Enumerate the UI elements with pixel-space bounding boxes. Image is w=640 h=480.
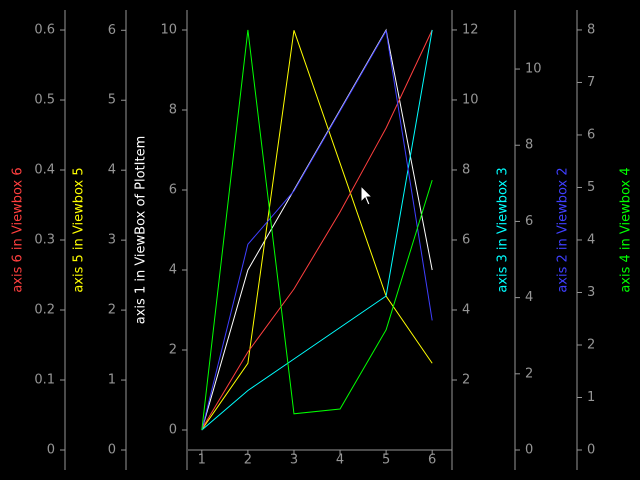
x-tick-label: 3 xyxy=(290,453,298,468)
y-tick-label: 0 xyxy=(108,443,116,458)
y-tick-label: 0.3 xyxy=(34,233,55,248)
y-tick-label: 3 xyxy=(108,233,116,248)
y-tick-label: 4 xyxy=(525,290,533,305)
y-tick-label: 0 xyxy=(587,443,595,458)
y-tick-label: 4 xyxy=(587,232,595,247)
y-tick-label: 8 xyxy=(525,138,533,153)
y-tick-label: 0 xyxy=(169,423,177,438)
x-tick-label: 1 xyxy=(198,453,206,468)
y-tick-label: 4 xyxy=(169,263,177,278)
y-tick-label: 5 xyxy=(108,93,116,108)
y-tick-label: 6 xyxy=(525,214,533,229)
y-tick-label: 0.2 xyxy=(34,303,55,318)
y-tick-label: 10 xyxy=(160,23,177,38)
y-axis-title: axis 3 in Viewbox 3 xyxy=(496,167,511,292)
y-tick-label: 7 xyxy=(587,75,595,90)
y-tick-label: 8 xyxy=(462,162,470,177)
y-axis-title: axis 1 in ViewBox of PlotItem xyxy=(134,136,149,324)
y-tick-label: 8 xyxy=(587,22,595,37)
x-tick-label: 2 xyxy=(244,453,252,468)
series-line xyxy=(201,30,433,430)
y-tick-label: 4 xyxy=(108,163,116,178)
y-tick-label: 10 xyxy=(462,92,479,107)
y-tick-label: 0.5 xyxy=(34,93,55,108)
y-tick-label: 12 xyxy=(462,22,479,37)
y-tick-label: 6 xyxy=(108,23,116,38)
x-tick-label: 6 xyxy=(428,453,436,468)
series-line xyxy=(201,29,433,431)
y-tick-label: 0 xyxy=(525,443,533,458)
y-tick-label: 6 xyxy=(462,232,470,247)
y-tick-label: 0.6 xyxy=(34,23,55,38)
y-axis-title: axis 5 in Viewbox 5 xyxy=(72,167,87,292)
y-tick-label: 1 xyxy=(108,373,116,388)
y-tick-label: 0.1 xyxy=(34,373,55,388)
y-tick-label: 6 xyxy=(587,127,595,142)
y-tick-label: 2 xyxy=(462,372,470,387)
y-tick-label: 10 xyxy=(525,62,542,77)
y-tick-label: 0 xyxy=(47,443,55,458)
y-tick-label: 2 xyxy=(525,366,533,381)
y-tick-label: 8 xyxy=(169,103,177,118)
y-tick-label: 4 xyxy=(462,302,470,317)
y-tick-label: 3 xyxy=(587,285,595,300)
y-tick-label: 0.4 xyxy=(34,163,55,178)
series-line xyxy=(201,29,433,431)
y-axis-title: axis 4 in Viewbox 4 xyxy=(619,167,634,292)
series-line xyxy=(201,29,433,431)
y-tick-label: 6 xyxy=(169,183,177,198)
y-axis-title: axis 6 in Viewbox 6 xyxy=(11,167,26,292)
y-axis-title: axis 2 in Viewbox 2 xyxy=(556,167,571,292)
mouse-cursor xyxy=(360,184,374,206)
y-tick-label: 2 xyxy=(108,303,116,318)
x-tick-label: 5 xyxy=(382,453,390,468)
y-tick-label: 5 xyxy=(587,180,595,195)
y-tick-label: 2 xyxy=(169,343,177,358)
y-tick-label: 1 xyxy=(587,390,595,405)
y-tick-label: 2 xyxy=(587,337,595,352)
series-line xyxy=(201,29,433,430)
x-tick-label: 4 xyxy=(336,453,344,468)
